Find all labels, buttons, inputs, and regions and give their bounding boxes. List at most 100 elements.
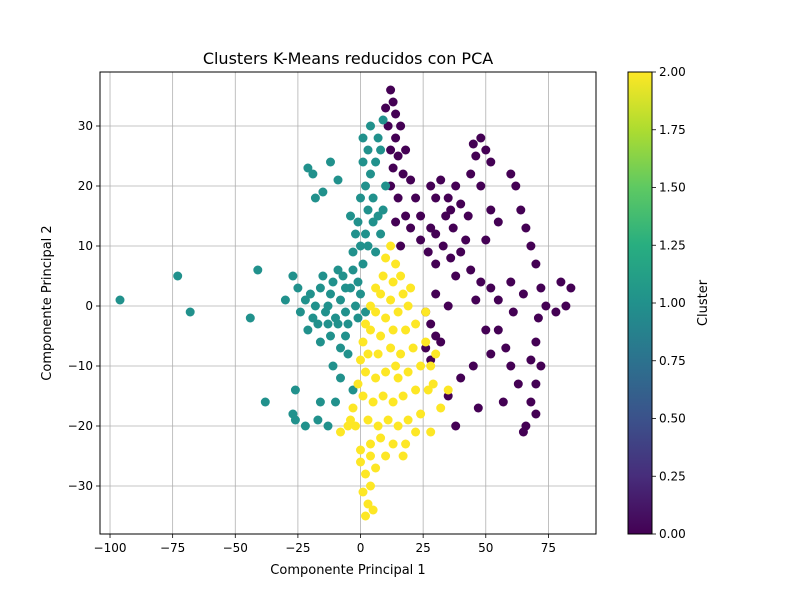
cluster-2-point [356, 445, 365, 455]
colorbar-tick-label: 1.00 [659, 296, 686, 310]
cluster-1-point [173, 271, 183, 281]
cluster-1-point [300, 295, 310, 305]
cluster-1-point [346, 211, 355, 221]
cluster-1-point [348, 385, 358, 395]
cluster-1-point [353, 217, 363, 227]
colorbar-axis: 0.00 0.25 0.50 0.75 1.00 1.25 1.50 1.75 2.00 [652, 65, 686, 541]
cluster-1-point [315, 283, 325, 293]
cluster-0-point [431, 259, 441, 269]
cluster-0-point [388, 97, 398, 107]
cluster-0-point [506, 169, 516, 179]
cluster-0-point [381, 103, 391, 113]
plot-frame [99, 71, 597, 535]
cluster-2-point [393, 307, 403, 317]
cluster-0-point [396, 121, 406, 131]
y-tick-label: −20 [68, 419, 93, 433]
cluster-0-point [386, 85, 396, 95]
cluster-2-point [351, 421, 360, 431]
cluster-0-point [481, 235, 491, 245]
cluster-0-point [506, 277, 516, 287]
cluster-2-point [386, 241, 396, 251]
cluster-0-point [501, 343, 511, 353]
colorbar-tick-label: 1.50 [659, 181, 686, 195]
cluster-2-point [353, 379, 363, 389]
cluster-2-point [398, 451, 408, 461]
cluster-2-point [371, 373, 381, 383]
cluster-0-point [436, 337, 446, 347]
cluster-1-point [185, 307, 195, 317]
cluster-0-point [456, 199, 466, 209]
cluster-1-point [318, 187, 328, 197]
cluster-0-point [473, 403, 483, 413]
cluster-2-point [381, 451, 391, 461]
cluster-1-point [366, 169, 375, 179]
x-tick-label: 50 [478, 541, 493, 555]
cluster-0-point [468, 139, 478, 149]
cluster-1-point [308, 169, 318, 179]
cluster-1-point [378, 205, 388, 215]
cluster-0-point [396, 241, 406, 251]
cluster-0-point [561, 301, 571, 311]
cluster-2-point [381, 367, 391, 377]
cluster-0-point [393, 193, 403, 203]
cluster-0-point [391, 133, 401, 143]
cluster-2-point [358, 337, 368, 347]
cluster-1-point [341, 283, 350, 293]
cluster-1-point [315, 337, 325, 347]
cluster-1-point [341, 307, 350, 317]
cluster-0-point [451, 271, 461, 281]
chart-title: Clusters K-Means reducidos con PCA [203, 49, 493, 68]
cluster-2-point [403, 367, 413, 377]
cluster-1-point [351, 301, 360, 311]
cluster-0-point [436, 175, 446, 185]
cluster-2-point [391, 259, 401, 269]
cluster-0-point [446, 205, 456, 215]
cluster-0-point [441, 211, 451, 221]
cluster-1-point [358, 157, 368, 167]
cluster-2-point [366, 439, 375, 449]
y-axis-label: Componente Principal 2 [40, 225, 55, 380]
cluster-2-point [398, 391, 408, 401]
cluster-2-point [411, 427, 421, 437]
cluster-1-point [358, 259, 368, 269]
cluster-0-point [391, 109, 401, 119]
cluster-2-point [391, 361, 401, 371]
cluster-1-point [308, 313, 318, 323]
cluster-0-point [456, 247, 466, 257]
cluster-2-point [363, 415, 373, 425]
cluster-1-point [293, 283, 303, 293]
cluster-2-point [378, 391, 388, 401]
cluster-2-point [403, 301, 413, 311]
cluster-2-point [378, 271, 388, 281]
cluster-2-point [386, 295, 396, 305]
cluster-2-point [388, 277, 398, 287]
cluster-1-point [336, 373, 345, 383]
cluster-1-point [341, 331, 350, 341]
cluster-0-point [531, 409, 541, 419]
y-tick-label: −10 [68, 359, 93, 373]
cluster-1-point [353, 313, 363, 323]
x-tick-label: −100 [94, 541, 127, 555]
cluster-2-point [361, 469, 370, 479]
cluster-0-point [486, 205, 496, 215]
cluster-0-point [451, 421, 461, 431]
cluster-1-point [343, 319, 353, 329]
cluster-0-point [461, 235, 471, 245]
cluster-0-point [541, 301, 551, 311]
cluster-1-point [366, 121, 375, 131]
cluster-0-point [508, 307, 518, 317]
cluster-1-point [373, 211, 383, 221]
cluster-0-point [426, 223, 436, 233]
cluster-0-point [566, 283, 576, 293]
cluster-2-point [416, 409, 426, 419]
cluster-0-point [411, 193, 421, 203]
cluster-1-point [368, 193, 378, 203]
cluster-0-point [406, 175, 416, 185]
cluster-2-point [356, 457, 365, 467]
cluster-0-point [388, 163, 398, 173]
cluster-2-point [443, 385, 453, 395]
cluster-2-point [398, 289, 408, 299]
cluster-0-point [526, 355, 536, 365]
cluster-2-point [406, 283, 416, 293]
